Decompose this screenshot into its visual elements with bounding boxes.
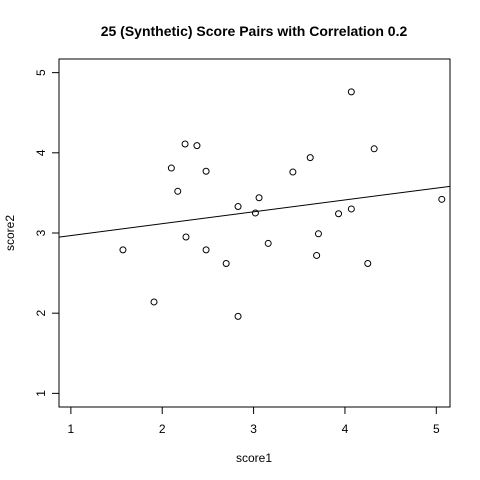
data-point-3 bbox=[174, 187, 182, 195]
data-point-17 bbox=[313, 251, 321, 259]
data-point-1 bbox=[150, 298, 158, 306]
x-tick-label-1: 2 bbox=[159, 422, 166, 436]
plot-frame bbox=[58, 58, 451, 408]
x-tick-label-3: 4 bbox=[342, 422, 349, 436]
y-tick-label-3: 4 bbox=[34, 149, 48, 156]
data-point-15 bbox=[289, 168, 297, 176]
regression-line bbox=[58, 185, 451, 238]
data-point-9 bbox=[222, 259, 230, 267]
data-point-16 bbox=[306, 154, 314, 162]
data-points bbox=[119, 88, 446, 320]
x-tick-label-4: 5 bbox=[433, 422, 440, 436]
data-point-18 bbox=[314, 230, 322, 238]
data-point-19 bbox=[335, 210, 343, 218]
data-point-23 bbox=[370, 145, 378, 153]
data-point-11 bbox=[234, 312, 242, 320]
data-point-8 bbox=[202, 246, 210, 254]
data-point-21 bbox=[347, 88, 355, 96]
data-point-24 bbox=[438, 195, 446, 203]
data-point-6 bbox=[193, 142, 201, 150]
y-axis-label: score2 bbox=[3, 215, 17, 251]
x-axis-label: score1 bbox=[236, 451, 272, 465]
data-point-0 bbox=[119, 246, 127, 254]
data-point-2 bbox=[167, 164, 175, 172]
y-tick-label-4: 5 bbox=[34, 69, 48, 76]
x-tick-label-2: 3 bbox=[250, 422, 257, 436]
x-axis: 1 2 3 4 5 bbox=[68, 407, 440, 436]
data-point-10 bbox=[234, 203, 242, 211]
chart-title: 25 (Synthetic) Score Pairs with Correlat… bbox=[101, 23, 408, 39]
data-point-20 bbox=[347, 205, 355, 213]
y-axis: 1 2 3 4 5 bbox=[34, 69, 59, 397]
x-tick-label-0: 1 bbox=[68, 422, 75, 436]
data-point-4 bbox=[181, 140, 189, 148]
data-point-12 bbox=[251, 209, 259, 217]
data-point-13 bbox=[255, 194, 263, 202]
data-point-14 bbox=[264, 239, 272, 247]
data-point-5 bbox=[182, 233, 190, 241]
y-tick-label-1: 2 bbox=[34, 310, 48, 317]
data-point-22 bbox=[364, 259, 372, 267]
y-tick-label-0: 1 bbox=[34, 390, 48, 397]
data-point-7 bbox=[202, 167, 210, 175]
y-tick-label-2: 3 bbox=[34, 229, 48, 236]
